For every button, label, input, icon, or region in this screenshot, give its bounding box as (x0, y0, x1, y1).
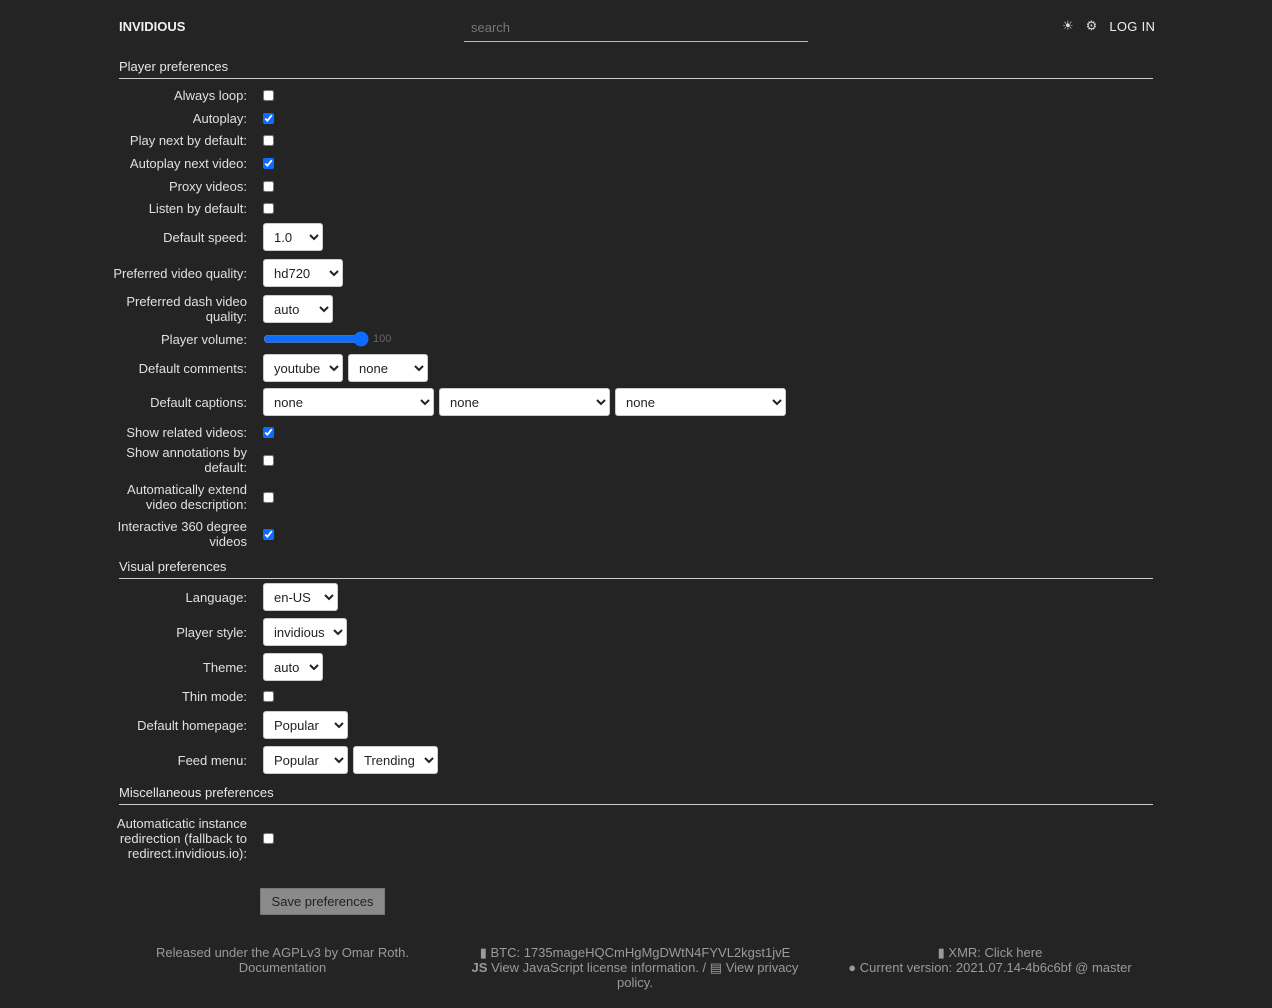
captions-select-2[interactable]: none (439, 388, 610, 416)
default-speed-select[interactable]: 1.0 (263, 223, 323, 251)
documentation-link[interactable]: Documentation (238, 960, 327, 975)
wallet-icon: ▮ (479, 945, 487, 960)
vr360-checkbox[interactable] (263, 528, 274, 540)
autoplay-next-checkbox[interactable] (263, 157, 274, 169)
brand-logo[interactable]: INVIDIOUS (119, 19, 186, 34)
player-style-select[interactable]: invidious (263, 618, 347, 646)
volume-slider[interactable] (263, 331, 369, 347)
extend-description-label: Automatically extend video description: (127, 482, 247, 512)
listen-default-checkbox[interactable] (263, 202, 274, 214)
github-icon: ● (848, 960, 857, 975)
captions-select-3[interactable]: none (615, 388, 786, 416)
settings-icon[interactable]: ⚙ (1085, 18, 1098, 33)
default-comments-label: Default comments: (138, 360, 247, 376)
search-input[interactable] (464, 14, 808, 42)
instance-redirect-checkbox[interactable] (263, 833, 274, 844)
annotations-checkbox[interactable] (263, 454, 274, 466)
license-text: Released under the AGPLv3 by Omar Roth. (156, 945, 409, 960)
version-link[interactable]: Current version: 2021.07.14-4b6c6bf @ ma… (859, 960, 1132, 975)
annotations-label: Show annotations by default: (126, 445, 247, 475)
listen-default-label: Listen by default: (148, 200, 247, 216)
always-loop-checkbox[interactable] (263, 89, 274, 101)
volume-value: 100 (373, 333, 392, 345)
theme-toggle-icon[interactable]: ☀ (1062, 18, 1074, 33)
theme-select[interactable]: auto (263, 653, 323, 681)
misc-preferences-heading: Miscellaneous preferences (119, 785, 1153, 805)
player-style-label: Player style: (176, 624, 247, 640)
related-videos-checkbox[interactable] (263, 426, 274, 438)
thin-mode-label: Thin mode: (181, 688, 247, 704)
default-homepage-select[interactable]: Popular (263, 711, 348, 739)
always-loop-label: Always loop: (174, 87, 247, 103)
vr360-label: Interactive 360 degree videos (117, 519, 247, 549)
js-license-link[interactable]: View JavaScript license information. (491, 960, 699, 975)
player-preferences-heading: Player preferences (119, 59, 1153, 79)
privacy-link[interactable]: View privacy policy. (617, 960, 799, 990)
play-next-checkbox[interactable] (263, 134, 274, 146)
play-next-label: Play next by default: (129, 132, 247, 148)
captions-select-1[interactable]: none (263, 388, 434, 416)
xmr-link[interactable]: XMR: Click here (948, 945, 1043, 960)
thin-mode-checkbox[interactable] (263, 690, 274, 702)
feed-menu-select-2[interactable]: Trending (353, 746, 438, 774)
proxy-videos-label: Proxy videos: (168, 178, 247, 194)
autoplay-label: Autoplay: (192, 110, 247, 126)
comments-primary-select[interactable]: youtube (263, 354, 343, 382)
video-quality-select[interactable]: hd720 (263, 259, 343, 287)
save-preferences-button[interactable]: Save preferences (260, 888, 385, 915)
default-homepage-label: Default homepage: (137, 717, 247, 733)
btc-link[interactable]: BTC: 1735mageHQCmHgMgDWtN4FYVL2kgst1jvE (490, 945, 791, 960)
default-speed-label: Default speed: (163, 229, 247, 245)
comments-secondary-select[interactable]: none (348, 354, 428, 382)
document-icon: ▤ (709, 960, 723, 975)
feed-menu-select-1[interactable]: Popular (263, 746, 348, 774)
dash-quality-label: Preferred dash video quality: (126, 294, 247, 324)
js-icon: JS (471, 960, 488, 975)
autoplay-next-label: Autoplay next video: (129, 155, 247, 171)
feed-menu-label: Feed menu: (177, 752, 247, 768)
wallet-icon: ▮ (937, 945, 945, 960)
default-captions-label: Default captions: (150, 394, 247, 410)
instance-redirect-label: Automaticatic instance redirection (fall… (116, 816, 247, 861)
extend-description-checkbox[interactable] (263, 491, 274, 503)
language-select[interactable]: en-US (263, 583, 338, 611)
related-videos-label: Show related videos: (126, 424, 247, 440)
video-quality-label: Preferred video quality: (113, 265, 247, 281)
proxy-videos-checkbox[interactable] (263, 180, 274, 192)
visual-preferences-heading: Visual preferences (119, 559, 1153, 579)
login-link[interactable]: LOG IN (1109, 18, 1156, 34)
autoplay-checkbox[interactable] (263, 112, 274, 124)
separator: / (698, 960, 710, 975)
dash-quality-select[interactable]: auto (263, 295, 333, 323)
volume-label: Player volume: (161, 331, 247, 347)
language-label: Language: (185, 589, 247, 605)
theme-label: Theme: (202, 659, 247, 675)
